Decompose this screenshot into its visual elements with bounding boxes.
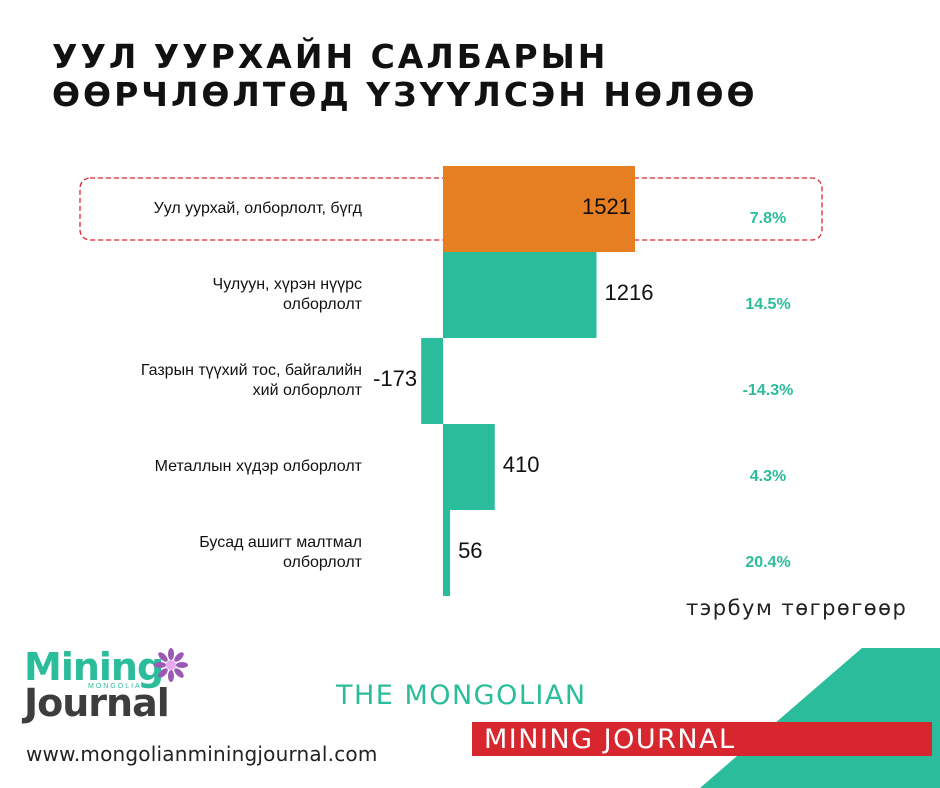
value-label: -173 — [373, 366, 417, 391]
value-label: 1216 — [604, 280, 653, 305]
bar-chart: Уул уурхай, олборлолт, бүгд 1521 7.8% Чулуу… — [79, 166, 823, 596]
logo-word-mining: Mining — [24, 645, 164, 689]
website-url: www.mongolianminingjournal.com — [26, 742, 378, 766]
logo-subtitle: MONGOLIAN — [88, 683, 149, 690]
brand-red-band — [472, 722, 932, 756]
unit-label: тэрбум төгрөгөөр — [686, 596, 908, 620]
category-label: олборлолт — [283, 554, 363, 571]
value-label: 410 — [503, 452, 540, 477]
category-label: Чулуун, хүрэн нүүрс — [213, 276, 362, 293]
mining-journal-logo: Mining MONGOLIAN Journal — [24, 648, 194, 728]
percent-label: 20.4% — [745, 554, 790, 571]
logo-word-journal: Journal — [24, 681, 170, 725]
category-label: Бусад ашигт малтмал — [199, 534, 362, 551]
category-label: Металлын хүдэр олборлолт — [155, 458, 363, 475]
value-label: 56 — [458, 538, 482, 563]
bar — [421, 338, 443, 424]
bar — [443, 252, 597, 338]
category-label: олборлолт — [283, 296, 363, 313]
title-line-1: УУЛ УУРХАЙН САЛБАРЫН — [52, 37, 609, 76]
percent-label: 14.5% — [745, 296, 790, 313]
brand-name-line-2: MINING JOURNAL — [484, 724, 736, 755]
brand-name-line-1: THE MONGOLIAN — [336, 680, 587, 711]
category-label: хий олборлолт — [253, 382, 363, 399]
title-line-2: ӨӨРЧЛӨЛТӨД ҮЗҮҮЛСЭН НӨЛӨӨ — [52, 75, 758, 114]
bar — [443, 424, 495, 510]
category-label: Газрын түүхий тос, байгалийн — [141, 362, 362, 379]
chart-title: УУЛ УУРХАЙН САЛБАРЫН ӨӨРЧЛӨЛТӨД ҮЗҮҮЛСЭН… — [52, 38, 758, 114]
bar — [443, 510, 451, 596]
percent-label: 4.3% — [750, 468, 786, 485]
bar — [443, 166, 635, 252]
value-label: 1521 — [582, 194, 631, 219]
percent-label: 7.8% — [750, 210, 786, 227]
category-label: Уул уурхай, олборлолт, бүгд — [154, 200, 363, 217]
flower-icon — [154, 648, 188, 682]
percent-label: -14.3% — [743, 382, 794, 399]
